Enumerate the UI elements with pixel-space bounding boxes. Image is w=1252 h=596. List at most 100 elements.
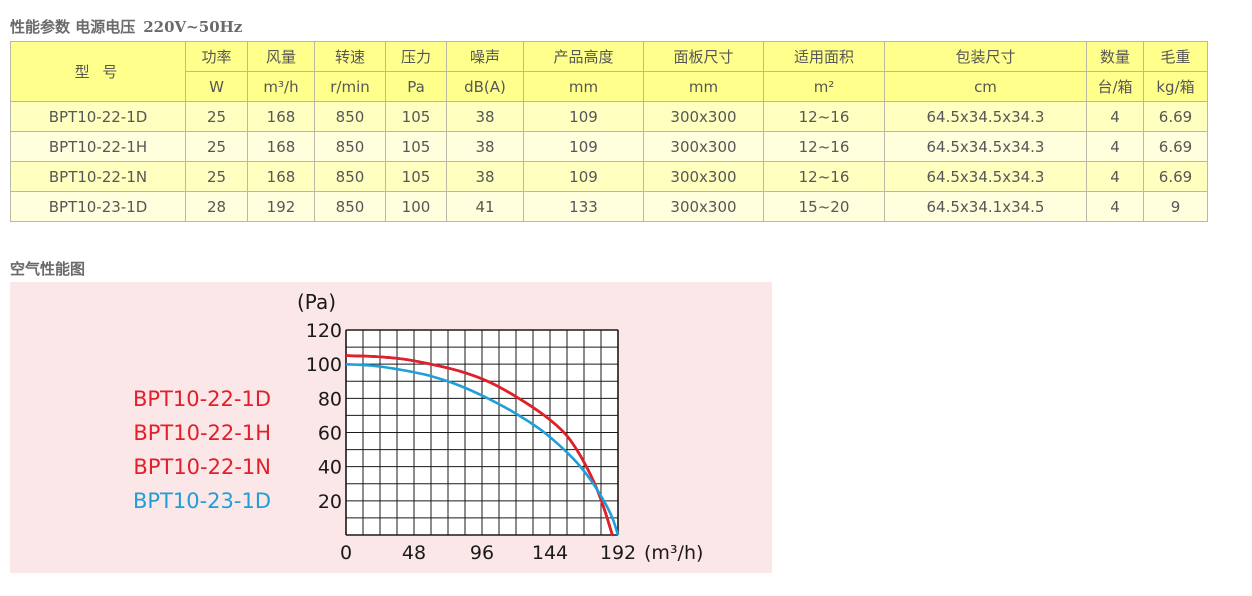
x-tick-label: 0	[340, 542, 352, 564]
table-cell: 64.5x34.5x34.3	[884, 101, 1087, 132]
table-cell: 4	[1086, 131, 1144, 162]
column-header: 数量	[1086, 41, 1144, 72]
column-header: 包装尺寸	[884, 41, 1087, 72]
column-unit: mm	[643, 71, 764, 102]
table-cell: 168	[247, 101, 315, 132]
table-cell: 100	[385, 191, 447, 222]
legend-entry: BPT10-23-1D	[133, 489, 271, 513]
table-cell: 6.69	[1143, 161, 1208, 192]
column-header: 压力	[385, 41, 447, 72]
column-unit: 台/箱	[1086, 71, 1144, 102]
column-unit: m³/h	[247, 71, 315, 102]
table-cell: 850	[314, 191, 386, 222]
table-cell: 300x300	[643, 131, 764, 162]
table-cell: 64.5x34.5x34.3	[884, 161, 1087, 192]
table-cell: 105	[385, 131, 447, 162]
table-cell: 15~20	[763, 191, 885, 222]
y-tick-label: 100	[306, 354, 342, 376]
x-axis-label: (m³/h)	[644, 542, 703, 564]
voltage-value: 220V~50Hz	[143, 18, 243, 36]
table-cell: 25	[185, 131, 248, 162]
table-cell: 6.69	[1143, 101, 1208, 132]
column-header: 风量	[247, 41, 315, 72]
table-cell: 850	[314, 161, 386, 192]
series-line-bpt10-22-1n	[345, 354, 614, 536]
legend-entry: BPT10-22-1N	[133, 455, 271, 479]
table-row: BPT10-22-1N 25 168 850 105 38 109 300x300 12~16 6…	[10, 161, 1208, 192]
table-cell: 6.69	[1143, 131, 1208, 162]
table-cell: 109	[523, 131, 644, 162]
model-cell: BPT10-23-1D	[10, 191, 186, 222]
table-cell: 4	[1086, 161, 1144, 192]
table-cell: 4	[1086, 191, 1144, 222]
chart-section-title: 空气性能图	[10, 260, 86, 278]
table-cell: 300x300	[643, 161, 764, 192]
column-unit: mm	[523, 71, 644, 102]
column-unit: r/min	[314, 71, 386, 102]
y-axis-label: (Pa)	[297, 290, 336, 314]
table-row: BPT10-22-1D 25 168 850 105 38 109 300x300 12~16 6…	[10, 101, 1208, 132]
table-cell: 300x300	[643, 191, 764, 222]
table-cell: 28	[185, 191, 248, 222]
table-cell: 300x300	[643, 101, 764, 132]
table-cell: 4	[1086, 101, 1144, 132]
y-tick-label: 20	[318, 491, 342, 513]
spec-title-text: 性能参数 电源电压	[10, 18, 136, 36]
spec-section-title: 性能参数 电源电压 220V~50Hz	[10, 16, 242, 37]
x-tick-label: 144	[532, 542, 568, 564]
table-cell: 38	[446, 101, 524, 132]
legend-entry: BPT10-22-1H	[133, 421, 271, 445]
column-header: 面板尺寸	[643, 41, 764, 72]
column-header: 产品高度	[523, 41, 644, 72]
table-cell: 168	[247, 131, 315, 162]
column-unit: m²	[763, 71, 885, 102]
column-unit: Pa	[385, 71, 447, 102]
performance-chart-svg: 20 40 60 80 100 120 0 48 96 144 192 (Pa) (m³/h) BPT10…	[133, 290, 703, 564]
air-performance-chart: 20 40 60 80 100 120 0 48 96 144 192 (Pa) (m³/h) BPT10…	[10, 282, 772, 573]
table-cell: 38	[446, 161, 524, 192]
series-line-bpt10-23-1d	[345, 362, 620, 536]
table-cell: 850	[314, 101, 386, 132]
table-cell: 12~16	[763, 161, 885, 192]
y-tick-label: 60	[318, 423, 342, 445]
table-cell: 9	[1143, 191, 1208, 222]
column-header: 毛重	[1143, 41, 1208, 72]
table-cell: 168	[247, 161, 315, 192]
column-unit: W	[185, 71, 248, 102]
table-cell: 25	[185, 161, 248, 192]
column-unit: kg/箱	[1143, 71, 1208, 102]
table-cell: 12~16	[763, 131, 885, 162]
table-cell: 38	[446, 131, 524, 162]
table-row: BPT10-23-1D 28 192 850 100 41 133 300x300 15~20 6…	[10, 191, 1208, 222]
y-tick-label: 80	[318, 388, 342, 410]
table-cell: 105	[385, 101, 447, 132]
table-cell: 12~16	[763, 101, 885, 132]
model-cell: BPT10-22-1N	[10, 161, 186, 192]
y-tick-label: 120	[306, 320, 342, 342]
column-header: 适用面积	[763, 41, 885, 72]
table-cell: 64.5x34.5x34.3	[884, 131, 1087, 162]
table-cell: 133	[523, 191, 644, 222]
column-unit: dB(A)	[446, 71, 524, 102]
table-cell: 192	[247, 191, 315, 222]
model-header: 型 号	[10, 41, 186, 102]
legend-entry: BPT10-22-1D	[133, 387, 271, 411]
column-unit: cm	[884, 71, 1087, 102]
model-cell: BPT10-22-1D	[10, 101, 186, 132]
table-cell: 41	[446, 191, 524, 222]
table-cell: 850	[314, 131, 386, 162]
table-cell: 64.5x34.1x34.5	[884, 191, 1087, 222]
table-cell: 25	[185, 101, 248, 132]
x-tick-label: 96	[470, 542, 494, 564]
column-header: 功率	[185, 41, 248, 72]
column-header: 转速	[314, 41, 386, 72]
x-tick-label: 48	[402, 542, 426, 564]
model-cell: BPT10-22-1H	[10, 131, 186, 162]
x-tick-label: 192	[600, 542, 636, 564]
column-header: 噪声	[446, 41, 524, 72]
table-row: BPT10-22-1H 25 168 850 105 38 109 300x300 12~16 6…	[10, 131, 1208, 162]
table-cell: 109	[523, 161, 644, 192]
y-tick-label: 40	[318, 457, 342, 479]
